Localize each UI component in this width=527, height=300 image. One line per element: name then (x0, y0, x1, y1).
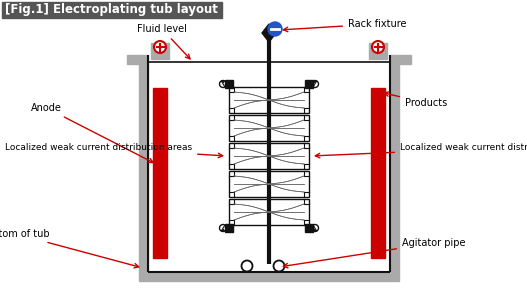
Bar (139, 272, 399, 281)
Text: Localized weak current distribution areas: Localized weak current distribution area… (5, 143, 223, 158)
Text: Fluid level: Fluid level (137, 24, 190, 59)
Bar (225, 224, 233, 232)
Bar (305, 80, 313, 88)
Bar (305, 224, 313, 232)
Bar (229, 87, 309, 113)
Bar (229, 115, 309, 141)
Text: Anode: Anode (31, 103, 153, 163)
Polygon shape (262, 24, 276, 42)
Bar (127, 55, 139, 64)
Bar (229, 171, 309, 197)
Text: Agitator pipe: Agitator pipe (284, 238, 465, 268)
Circle shape (268, 22, 282, 36)
Bar (371, 88, 385, 258)
Circle shape (154, 41, 166, 53)
Bar (390, 55, 399, 272)
Bar (369, 43, 387, 59)
Bar (399, 55, 411, 64)
Bar (153, 88, 167, 258)
Text: [Fig.1] Electroplating tub layout: [Fig.1] Electroplating tub layout (5, 4, 218, 16)
Bar (229, 199, 309, 225)
Bar (225, 80, 233, 88)
Text: Rack fixture: Rack fixture (284, 19, 406, 32)
Text: Localized weak current distribution areas: Localized weak current distribution area… (315, 143, 527, 158)
Bar (139, 55, 148, 272)
Bar (151, 43, 169, 59)
Bar (229, 143, 309, 169)
Bar (2, 2, 222, 18)
Text: Products: Products (384, 92, 447, 108)
Text: Bottom of tub: Bottom of tub (0, 229, 139, 268)
Circle shape (372, 41, 384, 53)
